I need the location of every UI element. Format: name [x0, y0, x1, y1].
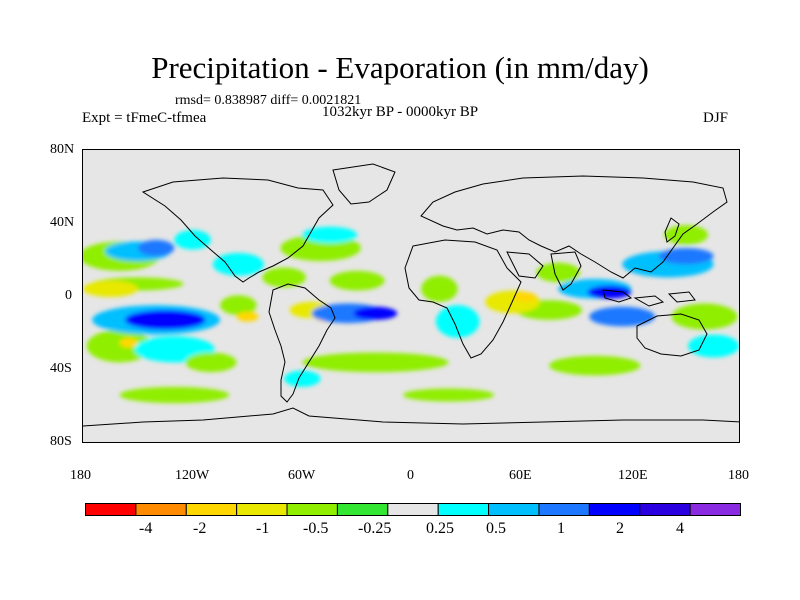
colorbar-swatch	[437, 503, 490, 516]
coastline-antarctica	[83, 407, 739, 427]
pme-anomaly-region	[174, 230, 211, 250]
x-tick-label: 60E	[509, 468, 532, 483]
colorbar-boxes	[85, 503, 741, 516]
colorbar-label: -0.25	[358, 520, 392, 537]
x-tick-label: 60W	[288, 468, 316, 483]
pme-anomaly-region	[86, 329, 153, 363]
coastline-arabia	[506, 251, 544, 279]
pme-anomaly-region	[536, 262, 581, 283]
colorbar-label: 1	[557, 520, 565, 537]
pme-anomaly-region	[353, 306, 398, 320]
experiment-label: Expt = tFmeC-tfmea	[82, 110, 207, 126]
x-tick-label: 180	[728, 468, 749, 483]
coastline-japan	[664, 217, 680, 243]
coastline-india	[550, 251, 582, 291]
pme-anomaly-region	[137, 239, 175, 257]
field-layer	[83, 225, 739, 410]
colorbar	[85, 503, 741, 516]
season-label: DJF	[703, 110, 729, 126]
coastline-eurasia	[420, 175, 728, 279]
colorbar-swatch	[85, 503, 137, 516]
x-tick-label: 180	[70, 468, 91, 483]
colorbar-swatch	[588, 503, 641, 516]
pme-anomaly-region	[549, 355, 641, 376]
x-tick-label: 120E	[618, 468, 648, 483]
pme-anomaly-region	[688, 334, 739, 358]
coastline-australia	[636, 313, 708, 357]
colorbar-swatch	[135, 503, 187, 516]
pme-anomaly-region	[664, 225, 709, 245]
plot-title: Precipitation - Evaporation (in mm/day)	[151, 50, 649, 85]
pme-anomaly-region	[421, 275, 458, 302]
pme-anomaly-region	[302, 226, 358, 244]
colorbar-swatch	[689, 503, 741, 516]
pme-anomaly-region	[587, 285, 632, 299]
colorbar-swatch	[538, 503, 590, 516]
pme-anomaly-region	[514, 292, 537, 302]
colorbar-swatch	[185, 503, 238, 516]
pme-anomaly-region	[119, 337, 138, 348]
colorbar-label: -4	[139, 520, 153, 537]
colorbar-swatch	[286, 503, 338, 516]
colorbar-swatch	[387, 503, 439, 516]
x-tick-label: 120W	[175, 468, 210, 483]
pme-anomaly-region	[589, 306, 656, 327]
colorbar-swatch	[336, 503, 389, 516]
pme-anomaly-region	[671, 303, 738, 330]
y-tick-label: 40N	[50, 215, 75, 230]
colorbar-swatch	[236, 503, 288, 516]
coastline-south-america	[268, 283, 336, 403]
pme-anomaly-region	[631, 396, 705, 410]
pme-anomaly-region	[212, 252, 264, 276]
pme-anomaly-region	[185, 352, 237, 373]
y-tick-label: 80S	[50, 434, 72, 449]
pme-anomaly-region	[220, 295, 257, 315]
coastline-indonesia	[602, 289, 696, 307]
pme-anomaly-region	[125, 310, 206, 330]
colorbar-label: 2	[616, 520, 624, 537]
pme-anomaly-region	[329, 270, 385, 291]
coastline-layer	[83, 163, 739, 427]
colorbar-label: -1	[256, 520, 270, 537]
colorbar-label: -0.5	[303, 520, 329, 537]
colorbar-label: 4	[676, 520, 684, 537]
colorbar-swatch	[639, 503, 691, 516]
stats-label: rmsd= 0.838987 diff= 0.0021821	[175, 93, 362, 108]
colorbar-label: 0.5	[486, 520, 506, 537]
coastline-greenland	[332, 163, 396, 205]
y-tick-label: 0	[65, 288, 72, 303]
pme-anomaly-region	[402, 388, 495, 402]
pme-anomaly-region	[119, 386, 230, 404]
x-tick-label: 0	[407, 468, 414, 483]
pme-anomaly-region	[302, 352, 449, 373]
colorbar-label: -2	[193, 520, 207, 537]
pme-anomaly-region	[658, 248, 714, 265]
pme-anomaly-region	[236, 311, 259, 322]
y-tick-label: 40S	[50, 361, 72, 376]
pme-anomaly-region	[284, 370, 321, 387]
colorbar-swatch	[488, 503, 540, 516]
coastline-africa	[404, 239, 522, 359]
pme-anomaly-region	[435, 305, 480, 338]
colorbar-label: 0.25	[426, 520, 454, 537]
map-canvas	[83, 150, 739, 442]
pme-anomaly-region	[262, 267, 306, 288]
coastline-north-america	[141, 177, 334, 283]
period-label: 1032kyr BP - 0000kyr BP	[322, 104, 479, 120]
map-panel	[82, 149, 740, 443]
y-tick-label: 80N	[50, 142, 75, 157]
pme-anomaly-region	[83, 280, 138, 297]
